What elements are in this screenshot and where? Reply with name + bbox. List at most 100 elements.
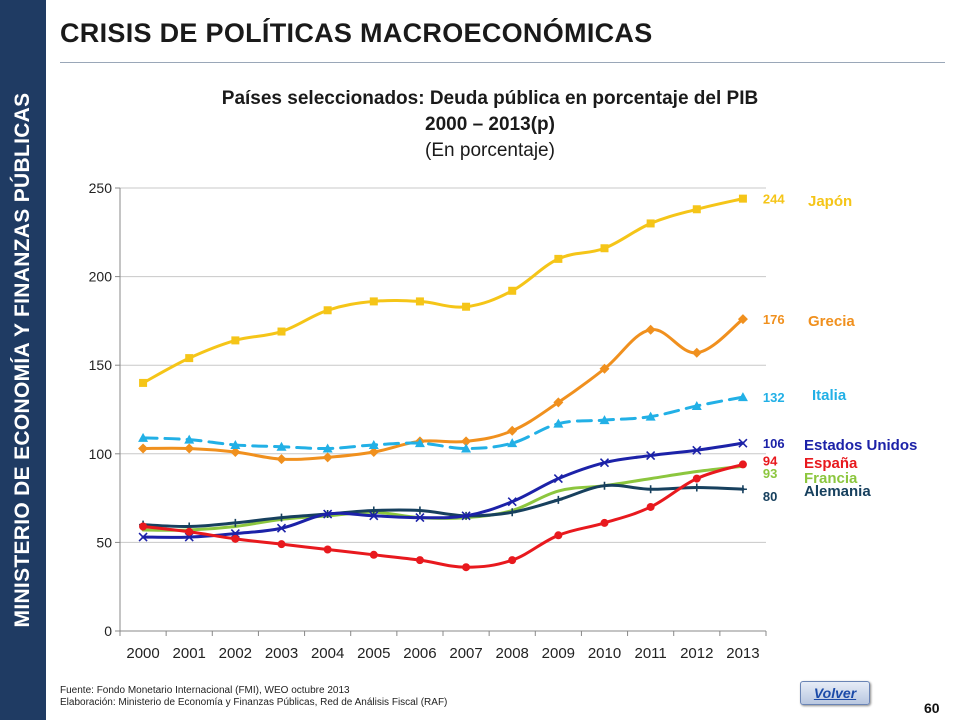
data-point [185, 354, 194, 363]
data-point [599, 415, 610, 425]
data-point [231, 534, 240, 543]
footer-source: Fuente: Fondo Monetario Internacional (F… [60, 685, 350, 696]
data-point [323, 509, 333, 519]
data-point [138, 443, 149, 454]
data-point [415, 556, 424, 565]
x-tick-label: 2008 [496, 645, 529, 662]
data-point [138, 432, 149, 442]
series-name-label: Japón [808, 193, 852, 210]
data-point [461, 436, 472, 447]
page-number: 60 [924, 700, 940, 716]
data-point [276, 441, 287, 451]
series-line [141, 464, 745, 532]
data-point [738, 485, 747, 494]
series-line [141, 462, 745, 569]
data-point [277, 327, 286, 336]
data-point [691, 347, 702, 358]
x-tick-label: 2009 [542, 645, 575, 662]
footer: Fuente: Fondo Monetario Internacional (F… [60, 685, 447, 709]
data-point [554, 495, 563, 504]
data-point [738, 194, 747, 203]
data-point [600, 481, 609, 490]
footer-elaboration: Elaboración: Ministerio de Economía y Fi… [60, 697, 448, 708]
data-point [323, 306, 332, 315]
x-tick-label: 2000 [126, 645, 159, 662]
data-point [461, 443, 472, 453]
data-point [184, 434, 195, 444]
data-point [231, 518, 240, 527]
end-value-label: 244 [763, 192, 785, 207]
data-point [139, 378, 148, 387]
data-point [646, 219, 655, 228]
data-point [276, 523, 287, 533]
series-francia [141, 464, 745, 532]
title-divider [60, 62, 945, 63]
y-tick-label: 200 [89, 269, 113, 285]
data-point [646, 451, 656, 461]
x-tick-label: 2001 [173, 645, 206, 662]
data-point [415, 297, 424, 306]
end-value-label: 132 [763, 390, 785, 405]
chart-title: Países seleccionados: Deuda pública en p… [221, 88, 759, 109]
data-point [415, 513, 425, 523]
end-value-label: 106 [763, 436, 785, 451]
series-line [141, 483, 745, 528]
data-point [507, 425, 518, 436]
y-tick-label: 250 [89, 180, 113, 196]
data-point [508, 286, 517, 295]
data-point [553, 418, 564, 428]
data-point [323, 545, 332, 554]
end-value-label: 93 [763, 466, 777, 481]
data-point [600, 518, 609, 527]
data-point [646, 485, 655, 494]
data-point [738, 460, 747, 469]
data-point [368, 447, 379, 458]
data-point [508, 556, 517, 565]
data-point [369, 511, 379, 521]
page-title: CRISIS DE POLÍTICAS MACROECONÓMICAS [60, 18, 653, 48]
data-point [369, 297, 378, 306]
end-value-label: 94 [763, 453, 778, 468]
data-point [737, 392, 748, 402]
series-jap-n [139, 194, 747, 387]
sidebar-band: MINISTERIO DE ECONOMÍA Y FINANZAS PÚBLIC… [0, 0, 46, 720]
data-point [646, 502, 655, 511]
series-espa-a [139, 460, 747, 572]
series-line [141, 441, 745, 539]
series-italia [138, 392, 748, 453]
chart-unit-note: (En porcentaje) [425, 140, 555, 161]
chart-subtitle: 2000 – 2013(p) [425, 114, 555, 135]
chart-title-block: Países seleccionados: Deuda pública en p… [100, 86, 880, 164]
data-point [414, 438, 425, 448]
series-name-label: Italia [812, 387, 847, 404]
series-line [141, 395, 745, 451]
y-tick-label: 150 [89, 357, 113, 373]
series-name-label: Francia [804, 470, 858, 487]
data-point [277, 513, 286, 522]
data-point [692, 474, 701, 483]
y-tick-label: 0 [104, 623, 112, 639]
x-tick-label: 2003 [265, 645, 298, 662]
data-point [369, 550, 378, 559]
data-point [322, 452, 333, 463]
end-value-label: 80 [763, 489, 777, 504]
data-point [507, 497, 517, 507]
data-point [369, 506, 378, 515]
series-line [141, 197, 745, 385]
x-tick-label: 2011 [635, 645, 667, 662]
y-tick-label: 100 [89, 446, 113, 462]
data-point [600, 244, 609, 253]
volver-button[interactable]: Volver [800, 681, 870, 705]
data-point [645, 411, 656, 421]
series-name-label: Estados Unidos [804, 437, 917, 454]
data-point [462, 302, 471, 311]
x-tick-label: 2005 [357, 645, 390, 662]
data-point [139, 522, 148, 531]
series-name-label: España [804, 455, 858, 472]
data-point [231, 336, 240, 345]
series-alemania [139, 481, 747, 531]
data-point [184, 443, 195, 454]
data-point [185, 527, 194, 536]
data-point [461, 511, 471, 521]
